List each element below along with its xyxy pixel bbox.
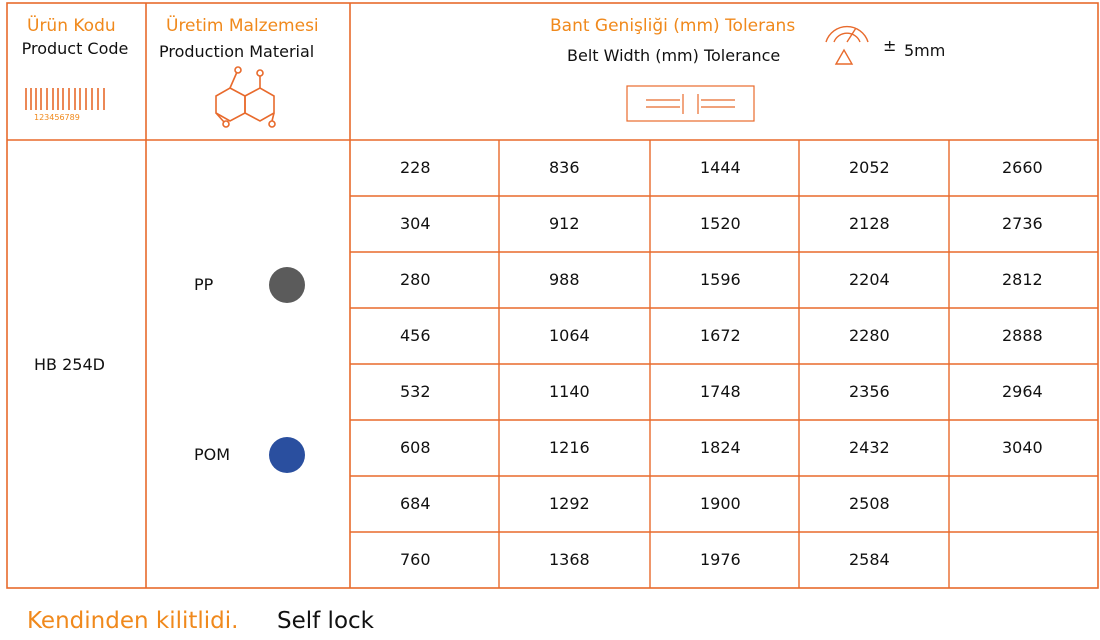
width-value: 2280 — [849, 326, 890, 345]
width-value: 684 — [400, 494, 431, 513]
width-value: 988 — [549, 270, 580, 289]
width-value: 1064 — [549, 326, 590, 345]
width-value: 2660 — [1002, 158, 1043, 177]
width-title-en: Belt Width (mm) Tolerance — [567, 46, 781, 65]
width-value: 280 — [400, 270, 431, 289]
width-value: 2584 — [849, 550, 890, 569]
belt-width-icon — [626, 85, 755, 122]
gauge-icon — [825, 25, 869, 65]
width-value: 1292 — [549, 494, 590, 513]
width-value: 2888 — [1002, 326, 1043, 345]
width-value: 532 — [400, 382, 431, 401]
width-value: 760 — [400, 550, 431, 569]
material-name: POM — [194, 445, 231, 464]
width-value: 912 — [549, 214, 580, 233]
tolerance: 5mm — [904, 41, 946, 60]
product-code: HB 254D — [34, 355, 105, 374]
width-value: 2432 — [849, 438, 890, 457]
width-value: 1140 — [549, 382, 590, 401]
width-value: 1368 — [549, 550, 590, 569]
width-value: 1824 — [700, 438, 741, 457]
width-value: 1976 — [700, 550, 741, 569]
width-value: 1900 — [700, 494, 741, 513]
width-value: 228 — [400, 158, 431, 177]
width-value: 2204 — [849, 270, 890, 289]
width-value: 1216 — [549, 438, 590, 457]
barcode-icon — [25, 88, 105, 110]
width-value: 1444 — [700, 158, 741, 177]
width-value: 608 — [400, 438, 431, 457]
width-value: 2736 — [1002, 214, 1043, 233]
width-title-tr: Bant Genişliği (mm) Tolerans — [550, 16, 796, 36]
code-title-en: Product Code — [21, 39, 129, 58]
width-value: 1748 — [700, 382, 741, 401]
tolerance-sign: ± — [883, 36, 897, 55]
width-value: 3040 — [1002, 438, 1043, 457]
width-value: 1672 — [700, 326, 741, 345]
material-color — [269, 267, 305, 303]
width-value: 1596 — [700, 270, 741, 289]
barcode-number: 123456789 — [34, 113, 80, 122]
material-title-tr: Üretim Malzemesi — [166, 16, 319, 36]
footer-note-tr: Kendinden kilitlidi. — [27, 608, 239, 634]
molecule-icon — [215, 66, 276, 128]
width-value: 2812 — [1002, 270, 1043, 289]
width-value: 836 — [549, 158, 580, 177]
footer-note-en: Self lock — [277, 608, 374, 634]
width-value: 2128 — [849, 214, 890, 233]
width-value: 456 — [400, 326, 431, 345]
width-value: 2508 — [849, 494, 890, 513]
material-color — [269, 437, 305, 473]
material-name: PP — [194, 275, 214, 294]
width-value: 1520 — [700, 214, 741, 233]
material-title-en: Production Material — [159, 42, 315, 61]
code-title-tr: Ürün Kodu — [27, 16, 116, 36]
width-value: 2356 — [849, 382, 890, 401]
width-value: 304 — [400, 214, 431, 233]
width-value: 2964 — [1002, 382, 1043, 401]
width-value: 2052 — [849, 158, 890, 177]
